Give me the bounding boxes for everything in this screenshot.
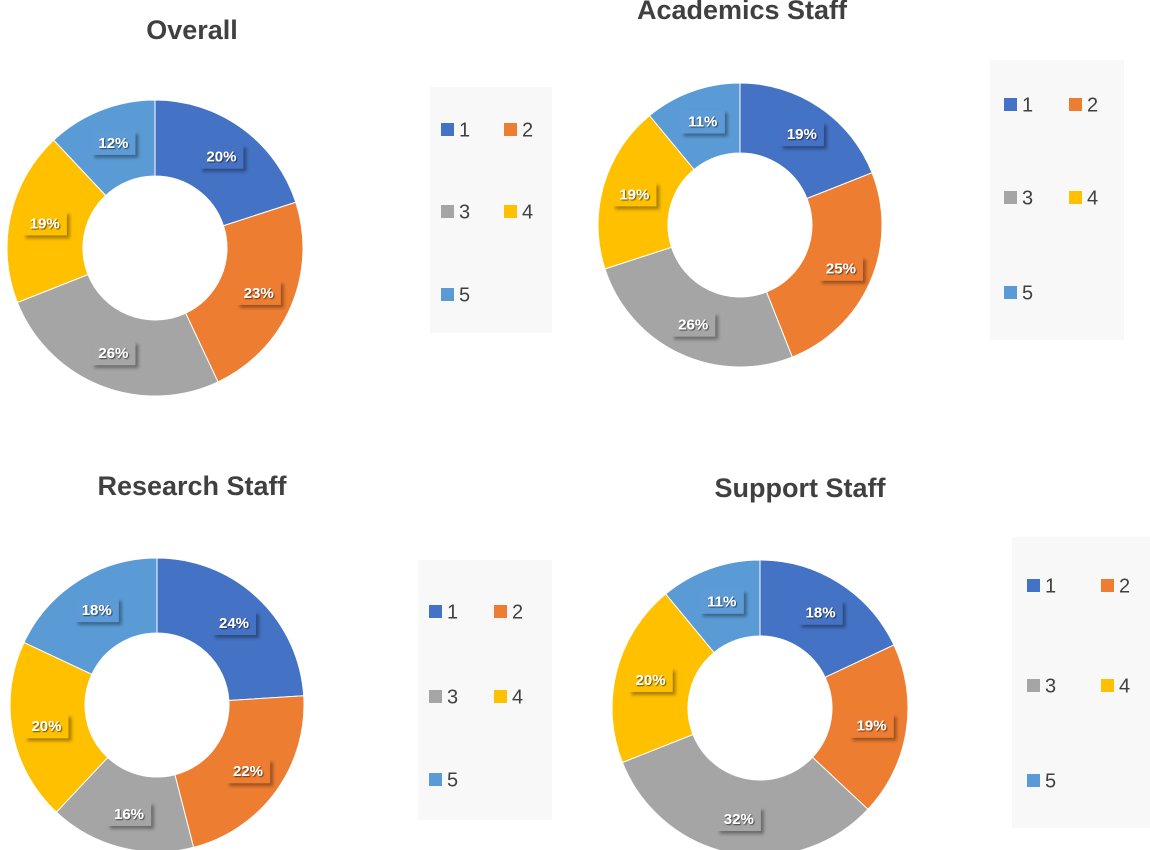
legend-label: 5 (447, 769, 458, 791)
data-label: 12% (98, 135, 128, 152)
chart-title: Support Staff (715, 473, 887, 503)
legend-swatch (429, 605, 442, 618)
data-label: 26% (98, 345, 128, 362)
data-label-box (91, 341, 136, 366)
data-label-box (612, 182, 657, 207)
data-label-box (22, 211, 67, 236)
legend-label: 1 (459, 119, 470, 141)
data-label-box (212, 610, 257, 635)
legend-swatch (429, 773, 442, 786)
legend-label: 2 (522, 119, 533, 141)
legend-swatch (1069, 98, 1082, 111)
data-label-box (91, 130, 136, 155)
legend-label: 3 (459, 201, 470, 223)
data-label: 26% (678, 316, 708, 333)
data-label-box (74, 598, 119, 623)
legend-label: 2 (1119, 575, 1130, 597)
chart-title: Research Staff (97, 471, 287, 501)
data-label-box (716, 806, 761, 831)
data-label: 18% (82, 602, 112, 619)
data-label-box (628, 667, 673, 692)
legend-label: 3 (1022, 187, 1033, 209)
legend-label: 5 (1022, 282, 1033, 304)
legend-swatch (441, 123, 454, 136)
data-label: 25% (826, 261, 856, 278)
legend-swatch (1027, 774, 1040, 787)
data-label-box (818, 256, 863, 281)
data-label: 11% (707, 594, 736, 611)
data-label: 20% (206, 149, 236, 166)
donut-slice (621, 733, 869, 850)
data-label-box (236, 280, 281, 305)
legend-label: 1 (447, 601, 458, 623)
legend-label: 3 (1045, 675, 1056, 697)
legend-swatch (494, 605, 507, 618)
donut-slice (604, 246, 793, 368)
legend-swatch (1101, 579, 1114, 592)
data-label-box (226, 759, 271, 784)
data-label: 11% (688, 113, 717, 130)
legend-swatch (494, 690, 507, 703)
data-label-box (24, 714, 69, 739)
data-label-box (199, 144, 244, 169)
legend-swatch (1101, 679, 1114, 692)
data-label: 20% (636, 672, 666, 689)
data-label: 20% (31, 718, 61, 735)
data-label-box (779, 122, 824, 147)
donut-slice (16, 273, 219, 397)
legend-label: 4 (512, 686, 523, 708)
legend-swatch (429, 690, 442, 703)
legend-swatch (1027, 679, 1040, 692)
legend-label: 5 (1045, 770, 1056, 792)
legend-label: 2 (512, 601, 523, 623)
legend-label: 1 (1022, 94, 1033, 116)
data-label: 23% (244, 285, 274, 302)
legend-swatch (1004, 191, 1017, 204)
chart-title: Overall (146, 15, 238, 45)
data-label: 22% (233, 763, 263, 780)
data-label: 32% (724, 811, 754, 828)
data-label-box (798, 600, 843, 625)
data-label: 19% (619, 186, 649, 203)
data-label-box (849, 713, 894, 738)
data-label-box (107, 801, 152, 826)
data-label: 19% (857, 718, 887, 735)
legend-swatch (1027, 579, 1040, 592)
data-label: 19% (787, 126, 817, 143)
data-label: 16% (114, 806, 144, 823)
legend-label: 1 (1045, 575, 1056, 597)
legend-swatch (504, 123, 517, 136)
data-label-box (671, 312, 716, 337)
data-label: 24% (219, 615, 249, 632)
legend-swatch (1004, 286, 1017, 299)
legend-label: 2 (1087, 94, 1098, 116)
legend-label: 4 (522, 201, 533, 223)
data-label-box (680, 109, 725, 134)
chart-title: Academics Staff (637, 0, 848, 25)
legend-label: 5 (459, 284, 470, 306)
legend-label: 4 (1119, 675, 1130, 697)
legend-swatch (1069, 191, 1082, 204)
legend-label: 4 (1087, 187, 1098, 209)
legend-swatch (441, 288, 454, 301)
data-label: 18% (806, 605, 836, 622)
data-label-box (699, 589, 744, 614)
legend-swatch (504, 205, 517, 218)
legend-swatch (441, 205, 454, 218)
legend-label: 3 (447, 686, 458, 708)
data-label: 19% (30, 215, 60, 232)
legend-swatch (1004, 98, 1017, 111)
